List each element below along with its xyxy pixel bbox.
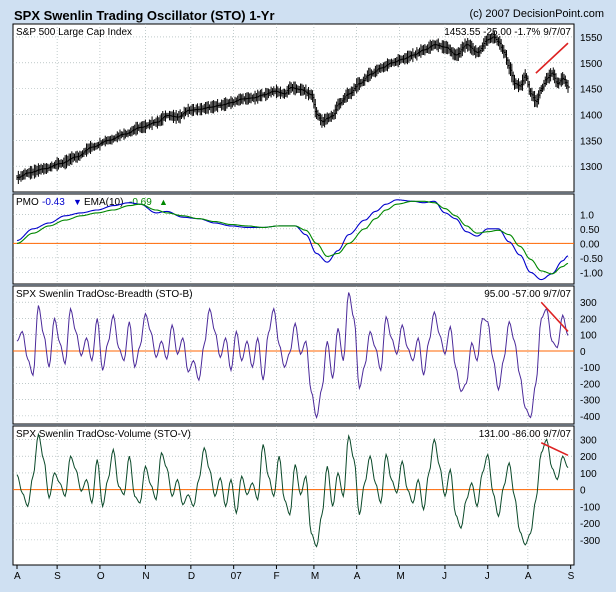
y-tick-label: 100 [580, 331, 597, 342]
y-tick-label: 1500 [580, 59, 603, 70]
y-tick-label: 0.50 [580, 225, 600, 236]
x-month-label: D [188, 571, 195, 582]
y-tick-label: 1550 [580, 33, 603, 44]
panel-price [12, 23, 575, 193]
price-panel-label: S&P 500 Large Cap Index [16, 27, 132, 38]
y-tick-label: -300 [580, 536, 600, 547]
ema-legend-arrow: ▲ [159, 197, 168, 207]
breadth-trend-line [540, 301, 569, 332]
x-month-label: M [311, 571, 319, 582]
y-tick-label: -200 [580, 519, 600, 530]
volume-readout: 131.00 -86.00 9/7/07 [479, 429, 572, 440]
y-tick-label: 300 [580, 435, 597, 446]
pmo-legend-value: -0.43 [42, 197, 65, 208]
x-month-label: O [97, 571, 105, 582]
pmo-legend-name: PMO [16, 197, 39, 208]
x-month-label: 07 [231, 571, 243, 582]
y-tick-label: -1.00 [580, 268, 603, 279]
volume-trend-line [540, 442, 569, 457]
panel-sto_b [12, 285, 575, 425]
y-tick-label: -100 [580, 502, 600, 513]
y-tick-label: -300 [580, 396, 600, 407]
x-month-label: A [14, 571, 21, 582]
volume-panel-label: SPX Swenlin TradOsc-Volume (STO-V) [16, 429, 191, 440]
x-month-label: A [525, 571, 532, 582]
price-readout: 1453.55 -25.00 -1.7% 9/7/07 [444, 27, 571, 38]
ema-legend-name: EMA(10) [84, 197, 123, 208]
ema10-line [16, 200, 569, 275]
y-tick-label: 200 [580, 314, 597, 325]
chart-title: SPX Swenlin Trading Oscillator (STO) 1-Y… [14, 8, 275, 23]
breadth-readout: 95.00 -57.00 9/7/07 [484, 289, 571, 300]
panel-sto_v [12, 425, 575, 566]
y-tick-label: 200 [580, 452, 597, 463]
y-tick-label: 300 [580, 298, 597, 309]
breadth-panel-label: SPX Swenlin TradOsc-Breadth (STO-B) [16, 289, 193, 300]
y-tick-label: 1.0 [580, 210, 594, 221]
y-tick-label: 0 [580, 347, 586, 358]
breadth-oscillator-line [16, 292, 569, 420]
y-tick-label: 0 [580, 486, 586, 497]
x-month-label: N [142, 571, 149, 582]
volume-oscillator-line [16, 432, 569, 548]
y-tick-label: -100 [580, 363, 600, 374]
x-month-label: A [354, 571, 361, 582]
x-month-label: J [442, 571, 447, 582]
y-tick-label: -200 [580, 379, 600, 390]
y-tick-label: 1450 [580, 85, 603, 96]
x-month-label: S [568, 571, 575, 582]
y-tick-label: 1350 [580, 136, 603, 147]
x-month-label: M [396, 571, 404, 582]
y-tick-label: -400 [580, 412, 600, 423]
x-month-label: F [273, 571, 279, 582]
copyright-credit: (c) 2007 DecisionPoint.com [469, 8, 604, 20]
ema-legend-value: -0.69 [129, 197, 152, 208]
y-tick-label: 1300 [580, 162, 603, 173]
price-trend-line [535, 42, 569, 74]
y-tick-label: 100 [580, 469, 597, 480]
pmo-legend-arrow: ▼ [73, 197, 82, 207]
y-tick-label: 1400 [580, 110, 603, 121]
y-tick-label: 0.00 [580, 239, 600, 250]
x-month-label: J [485, 571, 490, 582]
x-month-label: S [54, 571, 61, 582]
panel-pmo [12, 193, 575, 285]
y-tick-label: -0.50 [580, 254, 603, 265]
